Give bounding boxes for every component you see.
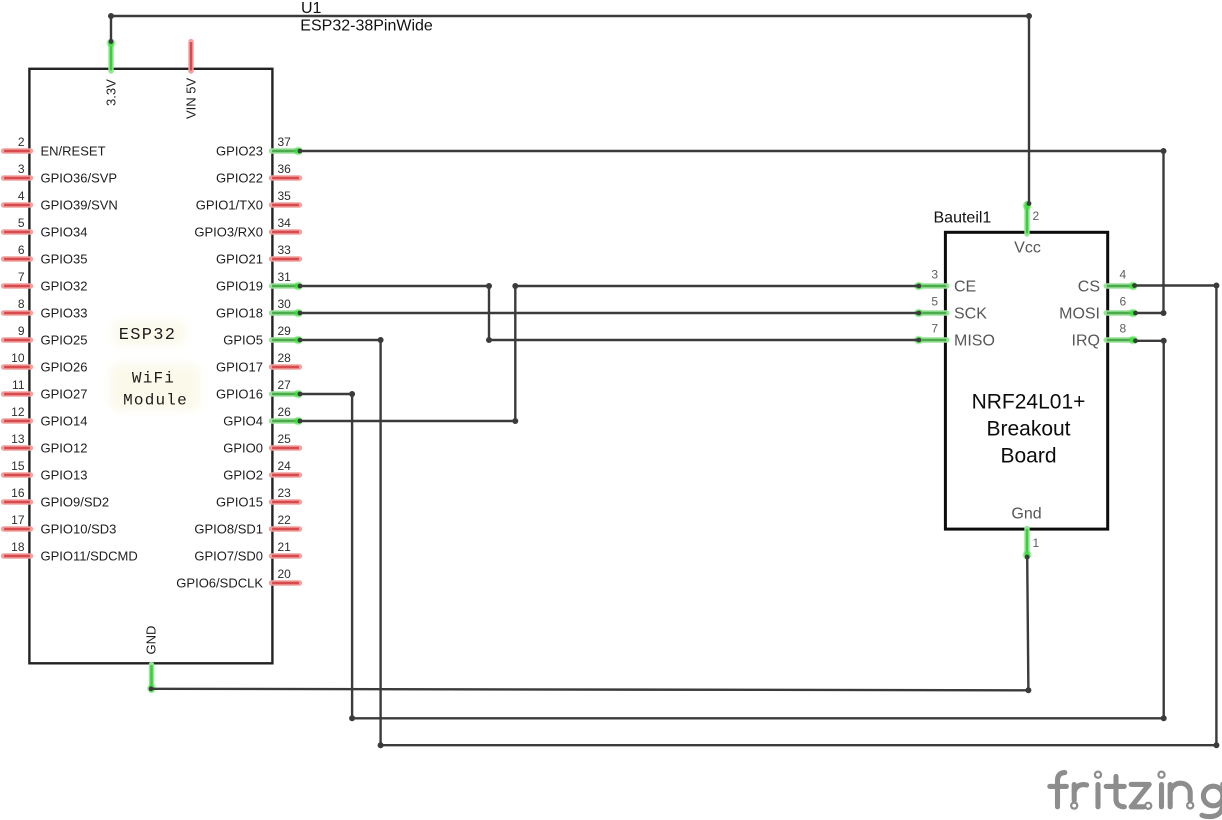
- svg-text:MISO: MISO: [954, 333, 995, 350]
- svg-text:Vcc: Vcc: [1014, 239, 1041, 256]
- svg-text:6: 6: [18, 243, 25, 257]
- svg-text:26: 26: [278, 405, 292, 419]
- svg-text:13: 13: [11, 432, 25, 446]
- svg-text:2: 2: [1033, 209, 1040, 223]
- svg-text:31: 31: [278, 270, 292, 284]
- svg-text:3: 3: [18, 162, 25, 176]
- svg-text:1: 1: [1033, 536, 1040, 550]
- svg-text:GPIO12: GPIO12: [41, 441, 88, 456]
- svg-text:CS: CS: [1078, 279, 1100, 296]
- svg-text:5: 5: [931, 294, 938, 308]
- svg-text:Breakout: Breakout: [986, 417, 1070, 440]
- svg-text:GPIO10/SD3: GPIO10/SD3: [41, 522, 117, 537]
- svg-text:MOSI: MOSI: [1059, 306, 1100, 323]
- svg-text:8: 8: [1120, 321, 1127, 335]
- svg-text:GPIO34: GPIO34: [41, 225, 88, 240]
- svg-text:5: 5: [18, 216, 25, 230]
- svg-text:Board: Board: [1000, 444, 1056, 467]
- svg-text:GPIO2: GPIO2: [223, 468, 263, 483]
- svg-text:37: 37: [278, 135, 292, 149]
- svg-text:3.3V: 3.3V: [104, 79, 119, 106]
- svg-text:GPIO18: GPIO18: [216, 306, 263, 321]
- svg-text:GPIO13: GPIO13: [41, 468, 88, 483]
- svg-text:12: 12: [11, 405, 25, 419]
- svg-text:GPIO26: GPIO26: [41, 360, 88, 375]
- svg-text:16: 16: [11, 486, 25, 500]
- svg-text:36: 36: [278, 162, 292, 176]
- svg-text:GPIO15: GPIO15: [216, 495, 263, 510]
- svg-text:VIN 5V: VIN 5V: [184, 77, 199, 119]
- svg-text:Gnd: Gnd: [1011, 506, 1041, 523]
- svg-text:20: 20: [278, 567, 292, 581]
- svg-text:21: 21: [278, 540, 292, 554]
- svg-text:GND: GND: [144, 626, 159, 655]
- svg-text:GPIO32: GPIO32: [41, 279, 88, 294]
- svg-text:7: 7: [931, 321, 938, 335]
- svg-text:GPIO17: GPIO17: [216, 360, 263, 375]
- svg-text:ESP32-38PinWide: ESP32-38PinWide: [300, 17, 433, 34]
- svg-text:WiFi: WiFi: [132, 370, 175, 388]
- svg-text:3: 3: [931, 267, 938, 281]
- svg-text:6: 6: [1120, 294, 1127, 308]
- svg-text:35: 35: [278, 189, 292, 203]
- svg-text:27: 27: [278, 378, 292, 392]
- svg-text:29: 29: [278, 324, 292, 338]
- svg-text:GPIO21: GPIO21: [216, 252, 263, 267]
- svg-text:GPIO1/TX0: GPIO1/TX0: [196, 198, 263, 213]
- svg-text:11: 11: [12, 378, 25, 392]
- svg-text:NRF24L01+: NRF24L01+: [972, 390, 1086, 413]
- svg-text:GPIO14: GPIO14: [41, 414, 88, 429]
- svg-text:ESP32: ESP32: [119, 326, 177, 345]
- svg-text:22: 22: [278, 513, 292, 527]
- svg-text:GPIO16: GPIO16: [216, 387, 263, 402]
- svg-text:GPIO3/RX0: GPIO3/RX0: [194, 225, 263, 240]
- svg-text:CE: CE: [954, 279, 976, 296]
- svg-text:GPIO4: GPIO4: [223, 414, 263, 429]
- svg-text:GPIO8/SD1: GPIO8/SD1: [194, 522, 263, 537]
- svg-text:8: 8: [18, 297, 25, 311]
- svg-text:GPIO35: GPIO35: [41, 252, 88, 267]
- svg-text:18: 18: [11, 540, 25, 554]
- svg-text:Bauteil1: Bauteil1: [934, 210, 992, 227]
- svg-text:23: 23: [278, 486, 292, 500]
- svg-text:GPIO39/SVN: GPIO39/SVN: [41, 198, 118, 213]
- svg-text:GPIO9/SD2: GPIO9/SD2: [41, 495, 110, 510]
- svg-text:GPIO0: GPIO0: [223, 441, 263, 456]
- svg-text:Module: Module: [123, 392, 188, 410]
- svg-text:GPIO36/SVP: GPIO36/SVP: [41, 171, 118, 186]
- svg-text:SCK: SCK: [954, 306, 987, 323]
- svg-text:GPIO27: GPIO27: [41, 387, 88, 402]
- svg-text:10: 10: [11, 351, 25, 365]
- svg-text:4: 4: [1120, 267, 1127, 281]
- svg-text:7: 7: [18, 270, 25, 284]
- svg-text:GPIO19: GPIO19: [216, 279, 263, 294]
- svg-text:33: 33: [278, 243, 292, 257]
- svg-text:EN/RESET: EN/RESET: [41, 144, 106, 159]
- svg-text:GPIO22: GPIO22: [216, 171, 263, 186]
- svg-text:GPIO6/SDCLK: GPIO6/SDCLK: [176, 576, 263, 591]
- svg-text:28: 28: [278, 351, 292, 365]
- svg-text:9: 9: [18, 324, 25, 338]
- svg-text:GPIO23: GPIO23: [216, 144, 263, 159]
- svg-text:U1: U1: [301, 0, 322, 17]
- svg-text:IRQ: IRQ: [1072, 333, 1100, 350]
- svg-text:25: 25: [278, 432, 292, 446]
- svg-text:GPIO33: GPIO33: [41, 306, 88, 321]
- svg-text:34: 34: [278, 216, 292, 230]
- svg-text:GPIO11/SDCMD: GPIO11/SDCMD: [41, 549, 138, 564]
- svg-text:GPIO5: GPIO5: [223, 333, 263, 348]
- svg-text:4: 4: [18, 189, 25, 203]
- svg-text:15: 15: [11, 459, 25, 473]
- svg-text:17: 17: [11, 513, 25, 527]
- svg-text:2: 2: [18, 135, 25, 149]
- svg-text:GPIO7/SD0: GPIO7/SD0: [194, 549, 263, 564]
- svg-text:30: 30: [278, 297, 292, 311]
- svg-text:24: 24: [278, 459, 292, 473]
- svg-text:GPIO25: GPIO25: [41, 333, 88, 348]
